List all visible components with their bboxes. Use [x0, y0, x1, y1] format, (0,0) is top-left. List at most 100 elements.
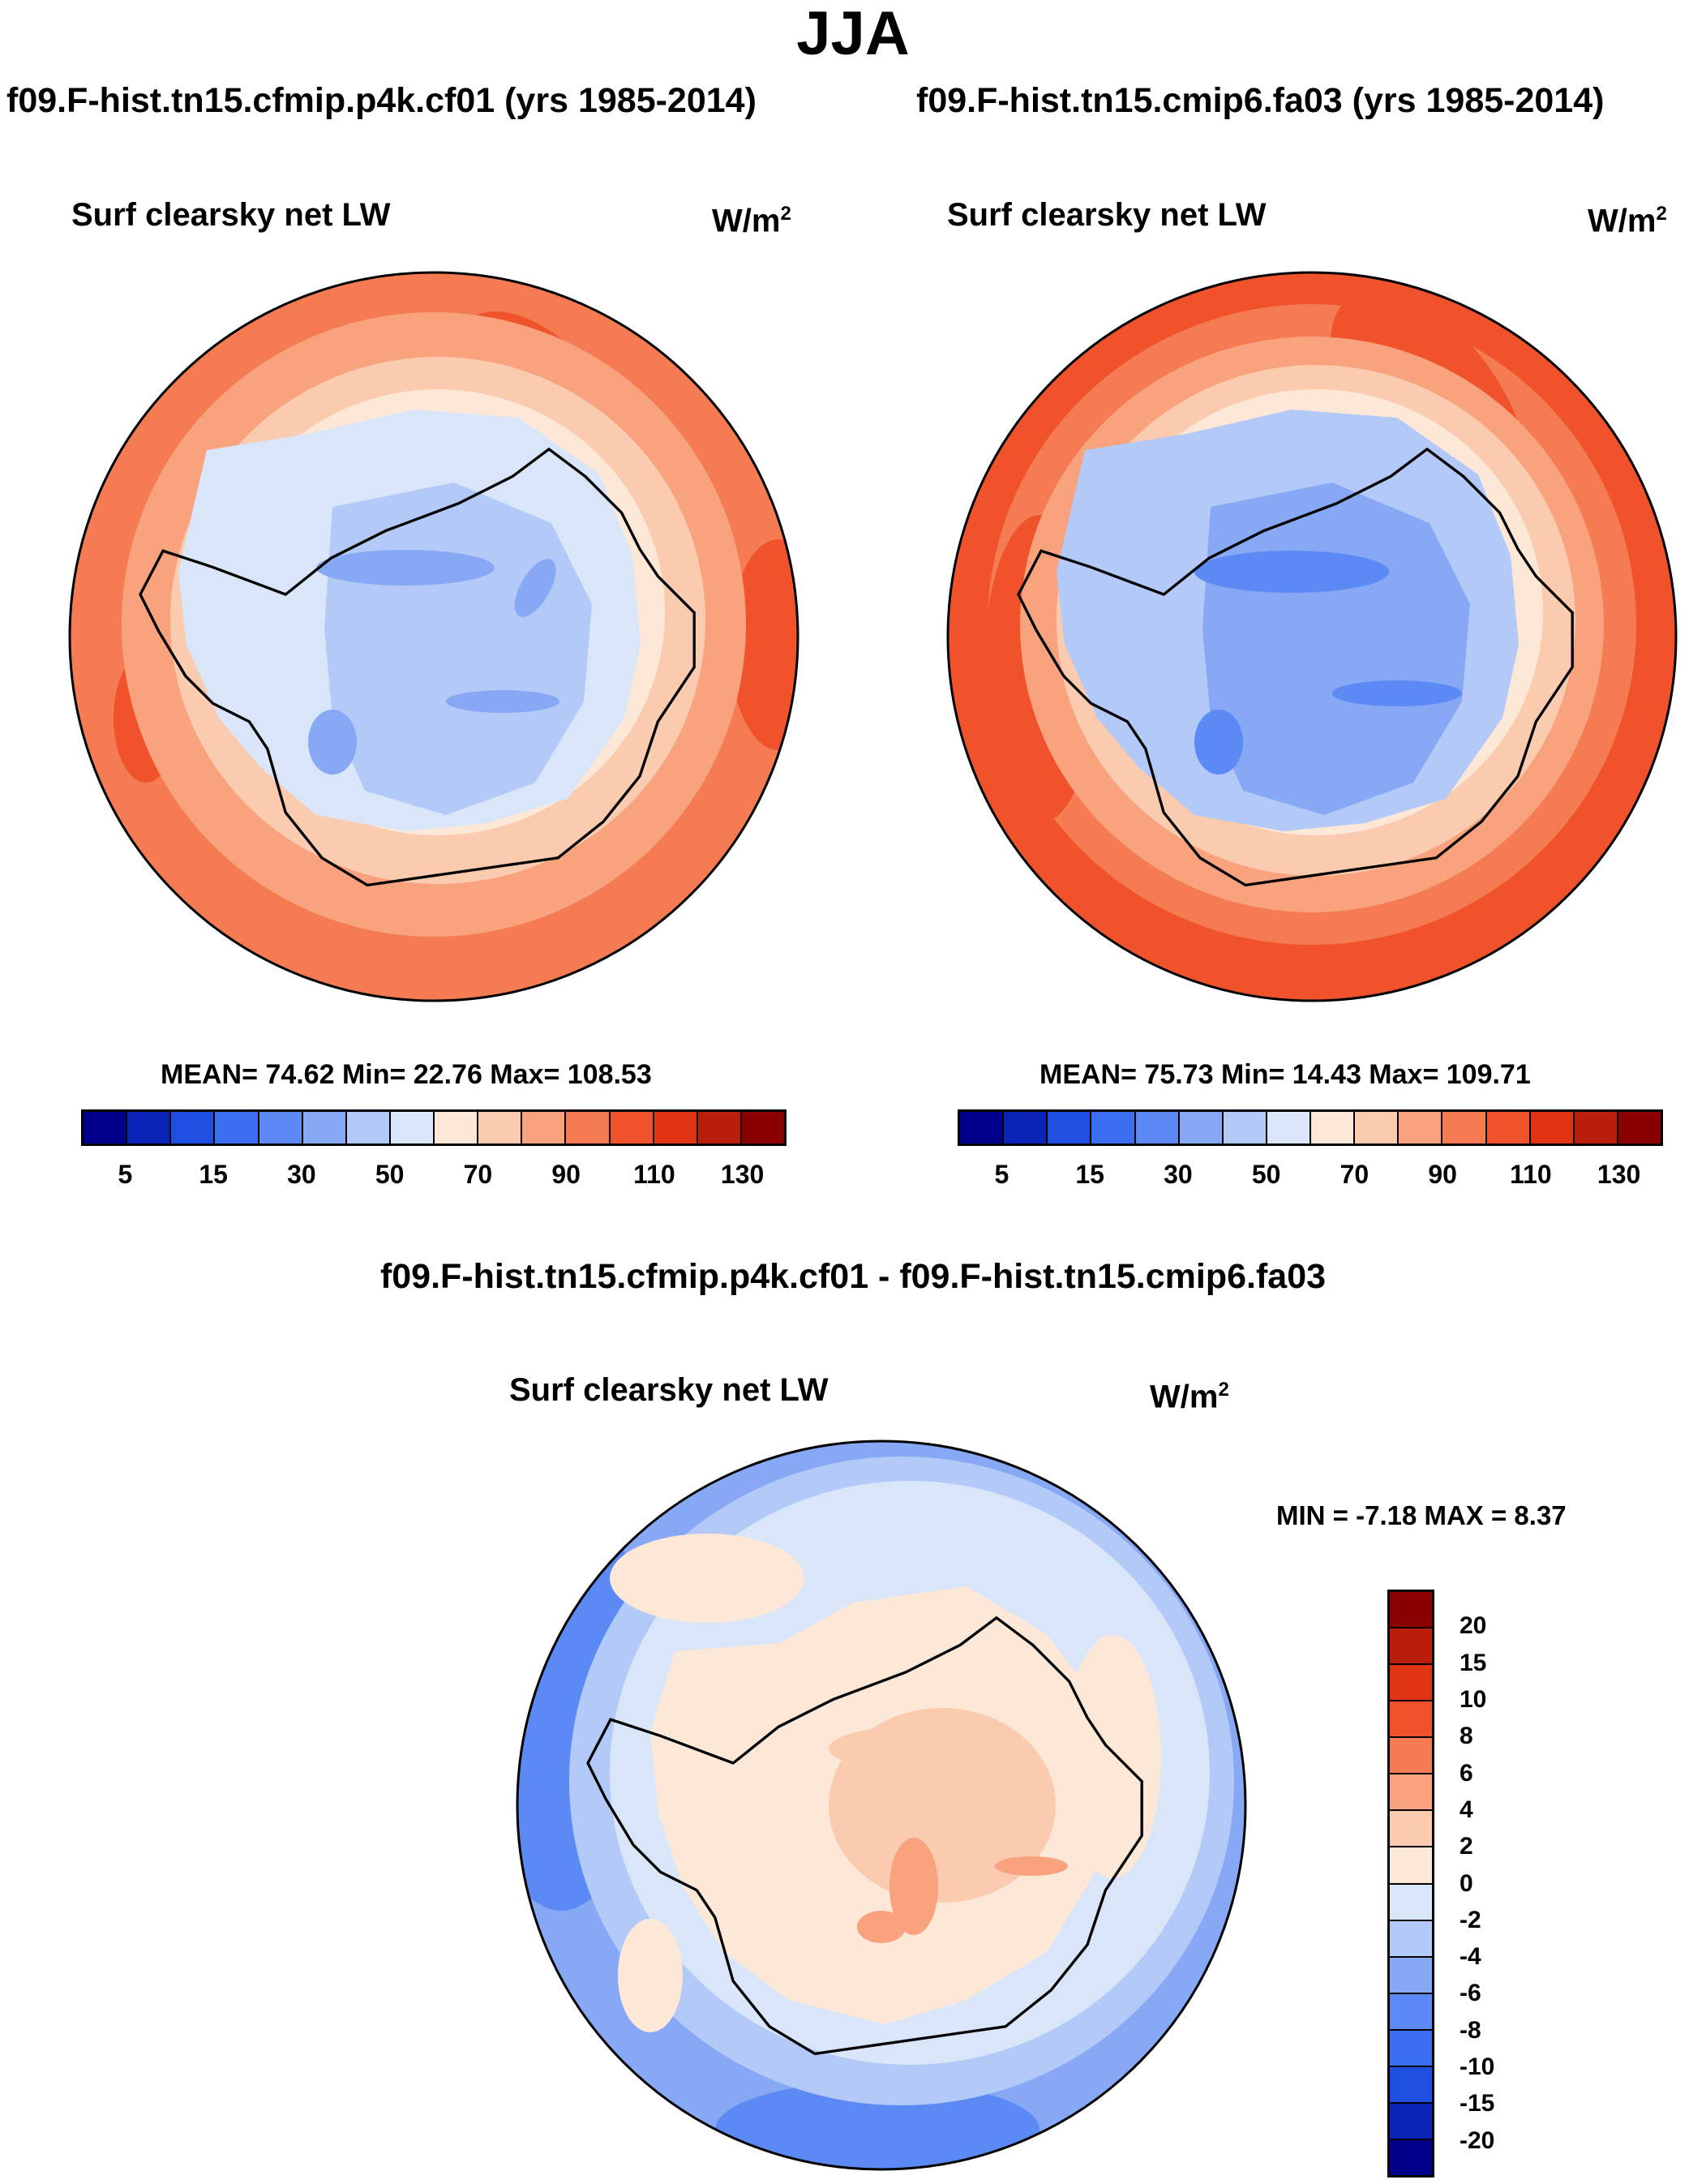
colorbar-tick-label: 2: [1460, 1833, 1473, 1860]
colorbar-swatch: [1390, 2030, 1432, 2067]
colorbar-tick-label: -2: [1460, 1906, 1481, 1933]
diff-stats: MIN = -7.18 MAX = 8.37: [1276, 1500, 1567, 1530]
colorbar-swatch: [741, 1112, 784, 1143]
colorbar-tick-label: 50: [1251, 1160, 1281, 1189]
colorbar-swatch: [1618, 1112, 1661, 1143]
panel2-colorbar-ticks: 5 15 30 50 70 90 110 130: [958, 1160, 1663, 1192]
colorbar-swatch: [1390, 1592, 1432, 1629]
colorbar-tick-label: 6: [1460, 1759, 1473, 1787]
colorbar-tick-label: 10: [1460, 1685, 1487, 1713]
colorbar-swatch: [1390, 2066, 1432, 2104]
panel1-stats: MEAN= 74.62 Min= 22.76 Max= 108.53: [161, 1059, 652, 1090]
colorbar-tick-label: 70: [463, 1160, 493, 1189]
colorbar-tick-label: 50: [375, 1160, 405, 1189]
panel2-polar-map: [946, 271, 1678, 1002]
colorbar-swatch: [1091, 1112, 1136, 1143]
colorbar-swatch: [259, 1112, 303, 1143]
colorbar-swatch: [127, 1112, 172, 1143]
colorbar-swatch: [1004, 1112, 1048, 1143]
colorbar-swatch: [1179, 1112, 1224, 1143]
colorbar-swatch: [697, 1112, 742, 1143]
diff-units: W/m2: [1150, 1379, 1229, 1415]
colorbar-swatch: [1530, 1112, 1575, 1143]
colorbar-tick-label: 130: [720, 1160, 765, 1189]
colorbar-swatch: [1390, 1847, 1432, 1885]
colorbar-swatch: [1390, 1884, 1432, 1921]
colorbar-swatch: [1048, 1112, 1092, 1143]
colorbar-swatch: [1399, 1112, 1443, 1143]
colorbar-swatch: [1390, 2103, 1432, 2140]
colorbar-tick-label: -4: [1460, 1943, 1481, 1971]
colorbar-tick-label: 0: [1460, 1869, 1473, 1897]
colorbar-swatch: [1390, 1628, 1432, 1666]
colorbar-swatch: [1390, 1701, 1432, 1739]
diff-polar-map: [516, 1440, 1247, 2171]
panel2-variable-title: Surf clearsky net LW: [947, 197, 1267, 233]
colorbar-swatch: [1355, 1112, 1400, 1143]
colorbar-swatch: [1223, 1112, 1267, 1143]
colorbar-swatch: [1390, 1957, 1432, 1994]
colorbar-swatch: [522, 1112, 567, 1143]
panel1-run-title: f09.F-hist.tn15.cfmip.p4k.cf01 (yrs 1985…: [6, 81, 757, 120]
colorbar-swatch: [1390, 1811, 1432, 1848]
colorbar-swatch: [1390, 1920, 1432, 1958]
diff-title: f09.F-hist.tn15.cfmip.p4k.cf01 - f09.F-h…: [379, 1257, 1327, 1296]
colorbar-tick-label: 130: [1597, 1160, 1641, 1189]
panel2-colorbar: [958, 1109, 1663, 1146]
colorbar-swatch: [1574, 1112, 1618, 1143]
colorbar-tick-label: 110: [633, 1160, 675, 1189]
colorbar-swatch: [566, 1112, 611, 1143]
panel1-colorbar: [81, 1109, 787, 1146]
colorbar-tick-label: 8: [1460, 1723, 1473, 1750]
colorbar-swatch: [1311, 1112, 1356, 1143]
colorbar-tick-label: 30: [287, 1160, 316, 1189]
colorbar-swatch: [302, 1112, 347, 1143]
colorbar-swatch: [610, 1112, 654, 1143]
colorbar-swatch: [435, 1112, 479, 1143]
colorbar-tick-label: 20: [1460, 1612, 1487, 1640]
colorbar-tick-label: 90: [551, 1160, 581, 1189]
colorbar-tick-label: -20: [1460, 2126, 1495, 2154]
diff-colorbar: [1387, 1590, 1434, 2178]
colorbar-tick-label: 5: [994, 1160, 1009, 1189]
diff-variable-title: Surf clearsky net LW: [509, 1372, 829, 1408]
colorbar-swatch: [654, 1112, 698, 1143]
panel1-variable-title: Surf clearsky net LW: [71, 197, 391, 233]
colorbar-tick-label: 5: [118, 1160, 133, 1189]
colorbar-swatch: [390, 1112, 435, 1143]
colorbar-swatch: [1486, 1112, 1531, 1143]
colorbar-swatch: [1390, 1738, 1432, 1775]
colorbar-tick-label: 4: [1460, 1796, 1473, 1823]
colorbar-swatch: [1390, 1993, 1432, 2031]
colorbar-tick-label: 30: [1164, 1160, 1193, 1189]
colorbar-swatch: [215, 1112, 259, 1143]
colorbar-tick-label: 70: [1340, 1160, 1370, 1189]
colorbar-swatch: [1390, 2139, 1432, 2175]
colorbar-swatch: [84, 1112, 128, 1143]
colorbar-tick-label: -10: [1460, 2053, 1495, 2081]
colorbar-swatch: [171, 1112, 216, 1143]
colorbar-tick-label: 90: [1428, 1160, 1457, 1189]
figure-title: JJA: [796, 0, 910, 68]
panel1-colorbar-ticks: 5 15 30 50 70 90 110 130: [81, 1160, 787, 1192]
colorbar-swatch: [1442, 1112, 1487, 1143]
colorbar-tick-label: -6: [1460, 1980, 1481, 2007]
panel1-units: W/m2: [712, 203, 791, 239]
panel2-run-title: f09.F-hist.tn15.cmip6.fa03 (yrs 1985-201…: [916, 81, 1605, 120]
colorbar-swatch: [1390, 1665, 1432, 1702]
colorbar-swatch: [960, 1112, 1005, 1143]
colorbar-tick-label: -15: [1460, 2090, 1495, 2117]
colorbar-swatch: [1390, 1774, 1432, 1812]
colorbar-tick-label: 15: [199, 1160, 228, 1189]
panel2-units: W/m2: [1588, 203, 1667, 239]
diff-colorbar-ticks: 20 15 10 8 6 4 2 0 -2 -4 -6 -8 -10 -15 -20: [1460, 1590, 1557, 2178]
panel2-stats: MEAN= 75.73 Min= 14.43 Max= 109.71: [1039, 1059, 1531, 1090]
panel1-polar-map: [68, 271, 799, 1002]
colorbar-swatch: [1267, 1112, 1311, 1143]
colorbar-swatch: [478, 1112, 523, 1143]
colorbar-tick-label: 15: [1075, 1160, 1104, 1189]
colorbar-swatch: [346, 1112, 391, 1143]
colorbar-tick-label: 110: [1510, 1160, 1552, 1189]
colorbar-tick-label: -8: [1460, 2016, 1481, 2044]
colorbar-swatch: [1135, 1112, 1180, 1143]
